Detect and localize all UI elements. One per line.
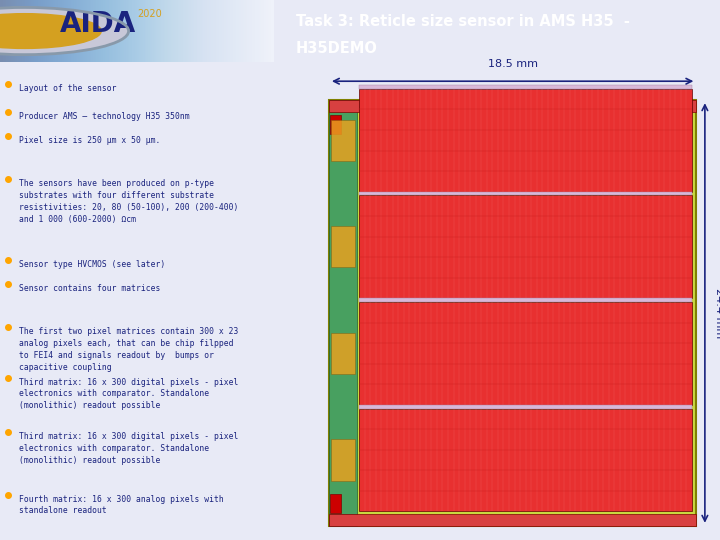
Bar bbox=[331, 440, 355, 481]
Bar bbox=[359, 89, 692, 192]
Text: The sensors have been produced on p-type
substrates with four different substrat: The sensors have been produced on p-type… bbox=[19, 179, 239, 224]
Bar bbox=[329, 514, 696, 525]
Bar bbox=[359, 405, 692, 409]
Bar bbox=[330, 494, 341, 513]
Bar bbox=[331, 120, 355, 161]
Text: H35DEMO: H35DEMO bbox=[296, 41, 378, 56]
Text: Task 3: Reticle size sensor in AMS H35  -: Task 3: Reticle size sensor in AMS H35 - bbox=[296, 14, 630, 29]
Text: Producer AMS – technology H35 350nm: Producer AMS – technology H35 350nm bbox=[19, 112, 190, 122]
Bar bbox=[359, 195, 692, 298]
Circle shape bbox=[0, 14, 102, 49]
Text: 24.4 mm: 24.4 mm bbox=[714, 288, 720, 338]
Text: Pixel size is 250 μm x 50 μm.: Pixel size is 250 μm x 50 μm. bbox=[19, 136, 161, 145]
Bar bbox=[329, 100, 357, 525]
Text: 2020: 2020 bbox=[137, 9, 161, 19]
Circle shape bbox=[0, 8, 129, 55]
Text: Sensor contains four matrices: Sensor contains four matrices bbox=[19, 285, 161, 293]
Text: Layout of the sensor: Layout of the sensor bbox=[19, 84, 117, 92]
Text: The first two pixel matrices contain 300 x 23
analog pixels each, that can be ch: The first two pixel matrices contain 300… bbox=[19, 327, 239, 372]
Bar bbox=[329, 100, 696, 112]
Text: AIDA: AIDA bbox=[60, 10, 137, 38]
Bar bbox=[329, 100, 696, 525]
Text: Sensor type HVCMOS (see later): Sensor type HVCMOS (see later) bbox=[19, 260, 166, 269]
Bar bbox=[359, 409, 692, 511]
Bar bbox=[331, 226, 355, 267]
Bar bbox=[359, 85, 692, 89]
Text: 18.5 mm: 18.5 mm bbox=[487, 59, 538, 69]
Bar bbox=[359, 302, 692, 405]
Text: Fourth matrix: 16 x 300 analog pixels with
standalone readout: Fourth matrix: 16 x 300 analog pixels wi… bbox=[19, 495, 224, 515]
Bar bbox=[359, 192, 692, 195]
Bar bbox=[359, 298, 692, 302]
Bar bbox=[331, 333, 355, 374]
Text: Third matrix: 16 x 300 digital pixels - pixel
electronics with comparator. Stand: Third matrix: 16 x 300 digital pixels - … bbox=[19, 377, 239, 410]
Text: Third matrix: 16 x 300 digital pixels - pixel
electronics with comparator. Stand: Third matrix: 16 x 300 digital pixels - … bbox=[19, 433, 239, 465]
Bar bbox=[330, 114, 341, 134]
